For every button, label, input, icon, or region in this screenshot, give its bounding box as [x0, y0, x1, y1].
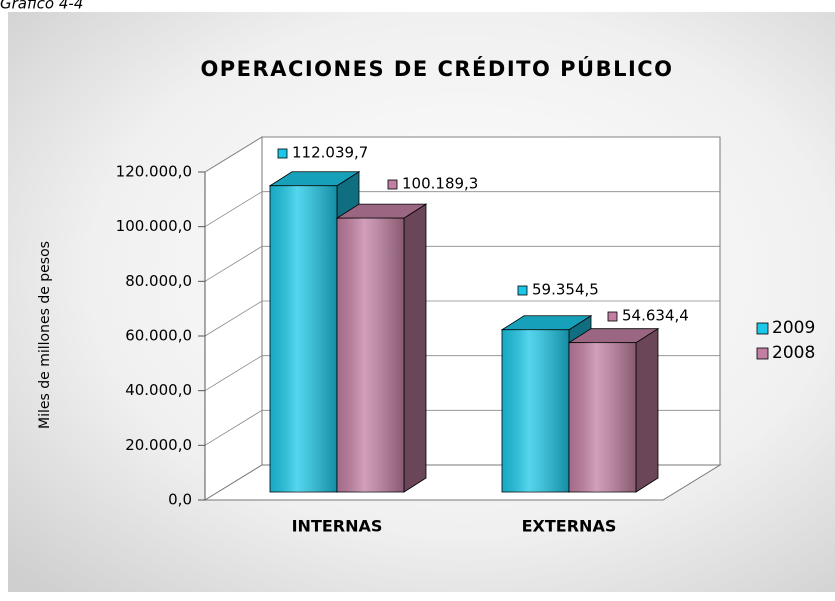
grid-line: [204, 300, 720, 337]
bar-side: [635, 327, 659, 493]
value-label: 100.189,3: [402, 175, 478, 193]
legend-swatch: [756, 347, 769, 360]
chart-title: OPERACIONES DE CRÉDITO PÚBLICO: [200, 56, 673, 81]
bar-side: [403, 203, 427, 493]
value-label-key: [607, 311, 618, 322]
y-axis-label: Miles de millones de pesos: [37, 241, 53, 429]
y-tick-label: 40.000,0: [125, 381, 192, 399]
caption: Gráfico 4-4: [0, 0, 83, 13]
value-label-key: [517, 285, 528, 296]
legend-label: 2009: [772, 318, 815, 338]
legend-label: 2008: [772, 343, 815, 363]
y-tick-label: 60.000,0: [125, 327, 192, 345]
x-tick-label: EXTERNAS: [522, 517, 617, 536]
grid-line: [204, 136, 720, 173]
x-tick-label: INTERNAS: [292, 517, 383, 536]
grid-line: [204, 191, 720, 228]
y-tick-label: 120.000,0: [116, 163, 192, 181]
value-label-key: [277, 148, 288, 159]
bar-shine: [337, 218, 404, 493]
y-tick-label: 100.000,0: [116, 217, 192, 235]
grid-line: [204, 245, 720, 282]
bar-shine: [569, 342, 636, 492]
value-label-key: [387, 179, 398, 190]
y-tick-label: 20.000,0: [125, 436, 192, 454]
y-tick-label: 0,0: [168, 491, 192, 509]
bar-shine: [270, 185, 337, 492]
legend-swatch: [756, 322, 769, 335]
y-tick-label: 80.000,0: [125, 272, 192, 290]
value-label: 59.354,5: [532, 281, 599, 299]
value-label: 54.634,4: [622, 307, 689, 325]
bar-shine: [502, 329, 569, 492]
value-label: 112.039,7: [292, 144, 368, 162]
